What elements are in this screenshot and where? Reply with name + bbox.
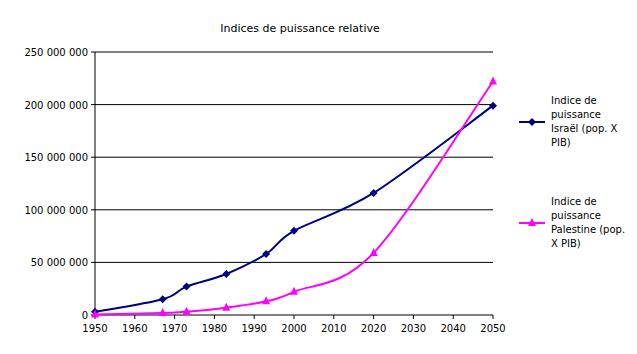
legend-line: puissance xyxy=(551,109,601,120)
grid-line xyxy=(95,104,493,105)
series-marker xyxy=(262,250,270,258)
x-tick xyxy=(214,315,215,319)
x-tick-label: 2050 xyxy=(480,323,505,334)
legend-label: Indice de puissance Palestine (pop. X PIB) xyxy=(551,196,625,249)
series-marker xyxy=(262,296,270,304)
x-tick-label: 1990 xyxy=(241,323,266,334)
legend-marker xyxy=(528,118,536,126)
y-tick xyxy=(91,52,95,53)
x-tick xyxy=(294,315,295,319)
y-tick xyxy=(91,157,95,158)
legend-line: puissance xyxy=(551,210,601,221)
x-tick-label: 1970 xyxy=(162,323,187,334)
y-tick-label: 50 000 000 xyxy=(31,257,88,268)
x-tick-label: 1960 xyxy=(122,323,147,334)
legend-marker xyxy=(528,218,536,226)
x-tick-label: 2030 xyxy=(401,323,426,334)
y-tick xyxy=(91,209,95,210)
legend-line: Indice de xyxy=(551,196,597,207)
grid-line xyxy=(95,157,493,158)
series-marker xyxy=(290,227,298,235)
grid-line xyxy=(95,209,493,210)
legend-line: PIB) xyxy=(551,137,571,148)
x-tick-label: 2000 xyxy=(281,323,306,334)
series-line xyxy=(95,106,493,312)
series-marker xyxy=(159,295,167,303)
x-tick xyxy=(493,315,494,319)
legend-label: Indice de puissance Israël (pop. X PIB) xyxy=(551,95,618,148)
y-tick-label: 0 xyxy=(82,310,88,321)
y-axis xyxy=(95,52,96,315)
legend-line: X PIB) xyxy=(551,238,581,249)
x-tick-label: 1950 xyxy=(82,323,107,334)
x-axis xyxy=(95,315,493,316)
series-marker xyxy=(91,309,99,317)
series-marker xyxy=(159,308,167,316)
series-marker xyxy=(290,287,298,295)
y-tick-label: 100 000 000 xyxy=(24,205,88,216)
x-tick-label: 2010 xyxy=(321,323,346,334)
y-tick xyxy=(91,262,95,263)
series-line xyxy=(95,81,493,314)
y-tick xyxy=(91,104,95,105)
grid-line xyxy=(95,52,493,53)
x-tick xyxy=(174,315,175,319)
x-tick xyxy=(373,315,374,319)
x-tick xyxy=(413,315,414,319)
x-tick xyxy=(333,315,334,319)
x-tick-label: 2020 xyxy=(361,323,386,334)
legend-line: Palestine (pop. xyxy=(551,224,625,235)
series-marker xyxy=(222,270,230,278)
grid-line xyxy=(95,262,493,263)
plot-area xyxy=(91,76,497,317)
y-tick-label: 250 000 000 xyxy=(24,47,88,58)
series-marker xyxy=(489,102,497,110)
series-marker xyxy=(183,307,191,315)
background xyxy=(0,0,637,354)
x-tick xyxy=(254,315,255,319)
x-tick-label: 1980 xyxy=(202,323,227,334)
legend-line: Israël (pop. X xyxy=(551,123,618,134)
y-tick-label: 150 000 000 xyxy=(24,152,88,163)
x-tick xyxy=(453,315,454,319)
series-marker xyxy=(370,248,378,256)
series-marker xyxy=(183,283,191,291)
series-marker xyxy=(222,303,230,311)
series-marker xyxy=(370,189,378,197)
x-tick-label: 2040 xyxy=(440,323,465,334)
series-marker xyxy=(489,76,497,84)
legend-line: Indice de xyxy=(551,95,597,106)
title: Indices de puissance relative xyxy=(220,22,380,35)
x-tick xyxy=(134,315,135,319)
y-tick-label: 200 000 000 xyxy=(24,100,88,111)
